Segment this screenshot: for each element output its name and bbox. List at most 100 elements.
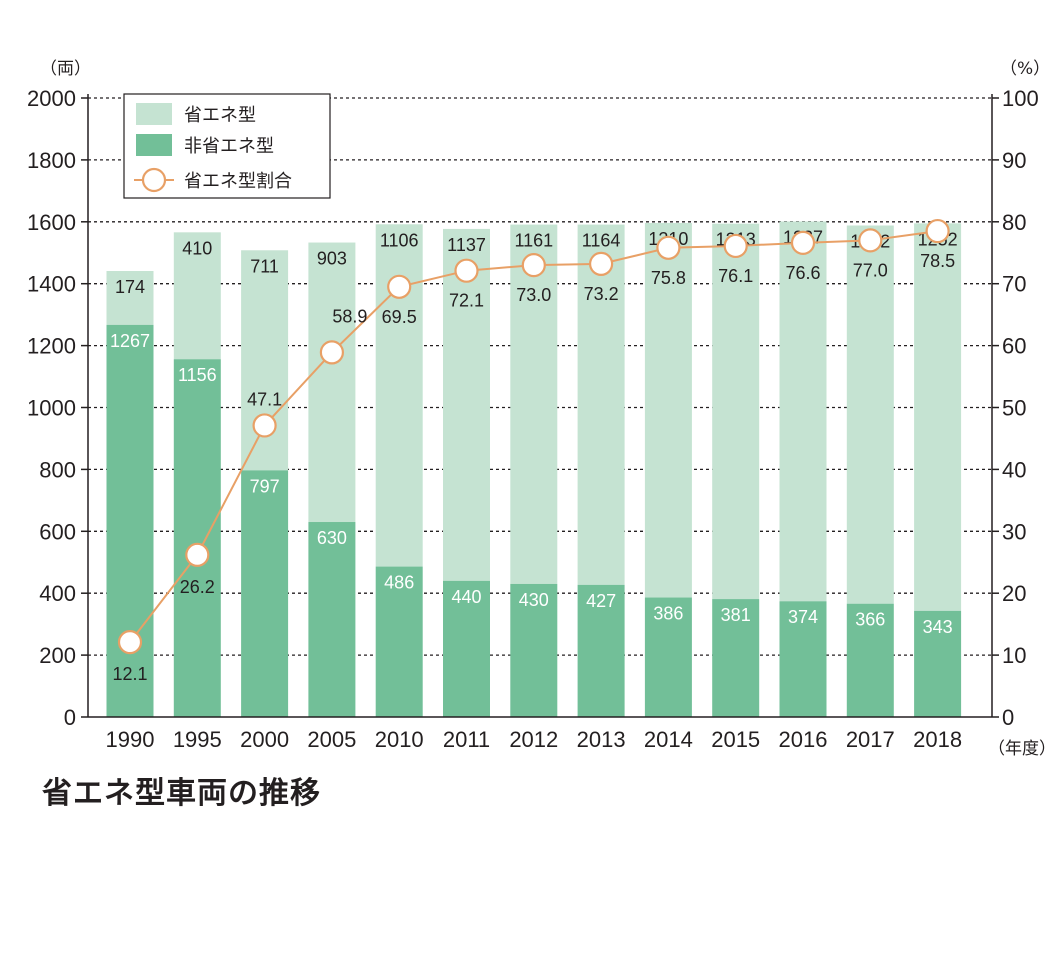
x-tick-label: 1990 [106,727,155,752]
ratio-label: 73.0 [516,285,551,305]
ratio-point [925,218,950,244]
bar-non-energy-saving [443,580,490,717]
ratio-label: 77.0 [853,260,888,280]
bar-non-energy-saving [173,359,221,717]
legend-label: 省エネ型 [184,105,256,126]
right-tick-label: 60 [1002,334,1026,359]
right-tick-label: 90 [1002,148,1026,173]
ratio-point [117,630,143,655]
x-tick-label: 1995 [173,727,222,752]
legend-swatch-energy-saving [136,103,172,125]
x-tick-label: 2010 [375,727,424,752]
right-tick-label: 10 [1002,643,1026,668]
right-axis-unit: （%） [1000,59,1050,79]
x-tick-label: 2005 [307,727,356,752]
left-tick-label: 2000 [27,86,76,111]
bar-energy-saving [914,223,962,611]
ratio-point [790,230,816,255]
ratio-label: 76.1 [718,266,753,286]
x-tick-label: 2000 [240,727,289,752]
bar-label-energy-saving: 1137 [447,235,486,255]
bar-energy-saving [173,232,221,360]
bar-non-energy-saving [510,583,558,717]
legend-label: 省エネ型割合 [184,171,292,192]
ratio-label: 69.5 [382,307,417,327]
bar-energy-saving [443,228,490,581]
bar-non-energy-saving [308,522,356,717]
bar-non-energy-saving [375,566,423,717]
left-tick-label: 200 [39,643,76,668]
right-tick-label: 30 [1002,519,1026,544]
bar-label-energy-saving: 1164 [582,231,621,251]
ratio-label: 76.6 [785,263,820,283]
x-tick-label: 2012 [509,727,558,752]
left-tick-label: 1600 [27,210,76,235]
ratio-label: 12.1 [112,664,147,684]
chart-canvas: 0 200 400 600 800 1000 1200 1400 1600 1800 2000 0 10… [27,59,1056,759]
bar-label-non-energy-saving: 427 [586,591,616,611]
bar-energy-saving [779,221,827,602]
right-tick-label: 70 [1002,272,1026,297]
bar-label-non-energy-saving: 630 [317,528,347,548]
legend-swatch-non-energy-saving [136,134,172,156]
bar-label-non-energy-saving: 343 [923,617,953,637]
right-tick-label: 0 [1002,705,1014,730]
right-tick-label: 40 [1002,457,1026,482]
bar-label-energy-saving: 903 [317,249,347,269]
ratio-point [588,251,614,276]
ratio-point [723,233,748,259]
right-tick-label: 80 [1002,210,1026,235]
ratio-point [858,228,883,253]
bar-non-energy-saving [779,601,827,717]
ratio-label: 26.2 [180,577,215,597]
right-tick-label: 50 [1002,396,1026,421]
bar-label-non-energy-saving: 486 [384,573,414,593]
x-tick-label: 2014 [644,727,693,752]
bar-energy-saving [106,271,154,325]
ratio-point [521,253,546,278]
bar-energy-saving [712,223,760,600]
ratio-label: 78.5 [920,251,955,271]
bar-energy-saving [510,224,558,584]
legend-label: 非省エネ型 [184,136,274,157]
left-axis-unit: （両） [40,59,91,79]
legend-swatch-marker [141,167,167,193]
left-tick-label: 1000 [27,396,76,421]
bar-label-non-energy-saving: 366 [855,610,885,630]
x-tick-label: 2018 [913,727,962,752]
ratio-point [454,258,479,283]
bar-label-non-energy-saving: 797 [250,476,280,496]
ratio-label: 72.1 [449,291,484,311]
x-tick-label: 2016 [779,727,828,752]
right-tick-label: 20 [1002,581,1026,606]
bar-label-energy-saving: 711 [250,256,279,276]
left-tick-label: 1200 [27,334,76,359]
ratio-label: 73.2 [584,284,619,304]
x-axis-unit: （年度） [988,739,1056,759]
x-tick-label: 2011 [443,727,490,752]
ratio-point [319,340,344,365]
bar-label-non-energy-saving: 1267 [110,331,150,351]
left-tick-label: 800 [39,457,76,482]
bar-non-energy-saving [712,599,760,717]
bar-non-energy-saving [577,584,625,717]
left-tick-label: 1400 [27,272,76,297]
bar-label-non-energy-saving: 1156 [178,365,217,385]
x-tick-label: 2013 [577,727,626,752]
bar-label-non-energy-saving: 440 [451,587,481,607]
bar-label-energy-saving: 1161 [514,231,553,251]
bar-label-energy-saving: 174 [115,277,145,297]
ratio-point [185,542,210,567]
left-tick-label: 600 [39,519,76,544]
bar-energy-saving [644,223,692,598]
bar-non-energy-saving [644,597,692,717]
bar-non-energy-saving [914,610,962,717]
ratio-point [387,274,412,299]
ratio-label: 75.8 [651,268,686,288]
ratio-label: 47.1 [247,389,282,409]
ratio-label: 58.9 [332,306,367,326]
left-tick-label: 0 [64,705,76,730]
bar-label-energy-saving: 1106 [380,230,419,250]
chart-caption: 省エネ型車両の推移 [42,776,321,811]
